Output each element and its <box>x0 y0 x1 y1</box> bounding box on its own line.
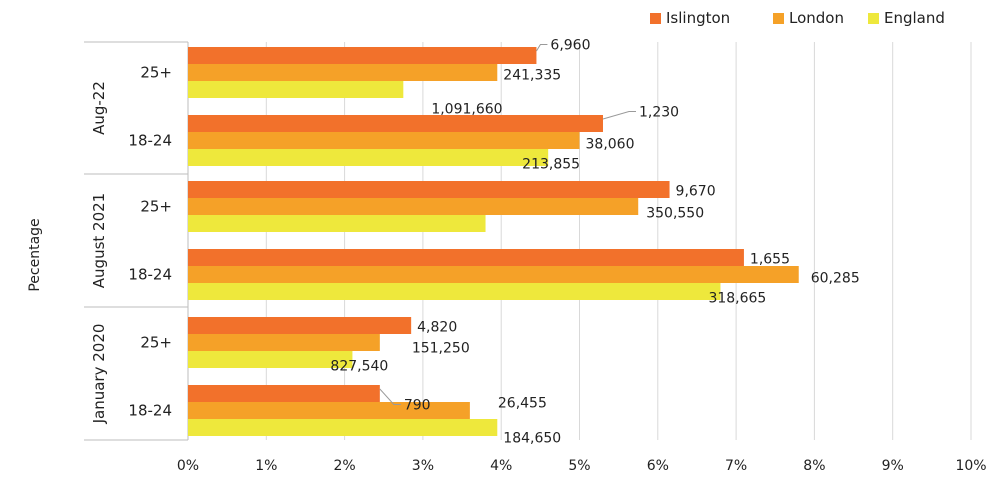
data-label: 151,250 <box>412 341 470 357</box>
bar <box>188 317 412 334</box>
legend-swatch <box>773 13 784 24</box>
legend-label: London <box>789 9 844 27</box>
x-tick-label: 6% <box>647 458 669 474</box>
x-tick-label: 2% <box>333 458 355 474</box>
category-labels: Aug-22 25+ 18-24 August 2021 25+ 18-24 January… <box>90 64 172 425</box>
legend-label: Islington <box>666 9 730 27</box>
leader-line <box>602 111 636 120</box>
data-label: 6,960 <box>550 38 590 54</box>
bar <box>188 385 380 402</box>
data-label: 38,060 <box>586 137 635 153</box>
data-label: 1,655 <box>750 252 790 268</box>
bar <box>188 81 404 98</box>
legend: Islington London England <box>650 9 945 27</box>
data-label: 26,455 <box>498 396 547 412</box>
leader-line <box>379 388 401 405</box>
x-tick-label: 1% <box>255 458 277 474</box>
bar <box>188 47 537 64</box>
bar <box>188 198 639 215</box>
x-tick-label: 7% <box>725 458 747 474</box>
data-label: 827,540 <box>330 359 388 375</box>
bar <box>188 266 799 283</box>
group-label: Aug-22 <box>90 81 108 135</box>
data-label: 241,335 <box>503 68 561 84</box>
group-label: January 2020 <box>90 324 108 425</box>
category-label: 25+ <box>140 334 172 352</box>
x-tick-label: 5% <box>568 458 590 474</box>
bar <box>188 115 603 132</box>
bar <box>188 283 721 300</box>
x-tick-label: 4% <box>490 458 512 474</box>
category-label: 25+ <box>140 198 172 216</box>
data-label: 9,670 <box>676 184 716 200</box>
data-label: 60,285 <box>811 271 860 287</box>
data-label: 1,230 <box>639 105 679 121</box>
category-label: 25+ <box>140 64 172 82</box>
x-tick-label: 10% <box>955 458 986 474</box>
y-axis-title: Pecentage <box>27 218 43 291</box>
x-tick-label: 8% <box>803 458 825 474</box>
group-label: August 2021 <box>90 193 108 288</box>
bar <box>188 334 380 351</box>
data-label: 318,665 <box>708 291 766 307</box>
category-label: 18-24 <box>128 266 172 284</box>
bar <box>188 181 670 198</box>
data-label: 1,091,660 <box>431 102 502 118</box>
data-label: 184,650 <box>503 431 561 447</box>
legend-label: England <box>884 9 945 27</box>
bar <box>188 351 353 368</box>
legend-swatch <box>650 13 661 24</box>
bars <box>188 47 799 436</box>
gridlines <box>187 42 972 440</box>
x-tick-label: 0% <box>177 458 199 474</box>
leader-line <box>536 44 548 52</box>
category-label: 18-24 <box>128 132 172 150</box>
bar <box>188 132 580 149</box>
x-axis-ticks: 0% 1% 2% 3% 4% 5% 6% 7% 8% 9% 10% <box>177 458 987 474</box>
data-label: 4,820 <box>417 320 457 336</box>
bar <box>188 149 549 166</box>
bar <box>188 249 744 266</box>
bar <box>188 402 470 419</box>
bar <box>188 64 498 81</box>
x-tick-label: 3% <box>412 458 434 474</box>
data-label: 790 <box>404 398 431 414</box>
category-axis-frame <box>84 41 189 441</box>
bar <box>188 215 486 232</box>
data-label: 350,550 <box>646 206 704 222</box>
bar <box>188 419 498 436</box>
legend-swatch <box>868 13 879 24</box>
data-label: 213,855 <box>522 157 580 173</box>
x-tick-label: 9% <box>882 458 904 474</box>
category-label: 18-24 <box>128 402 172 420</box>
